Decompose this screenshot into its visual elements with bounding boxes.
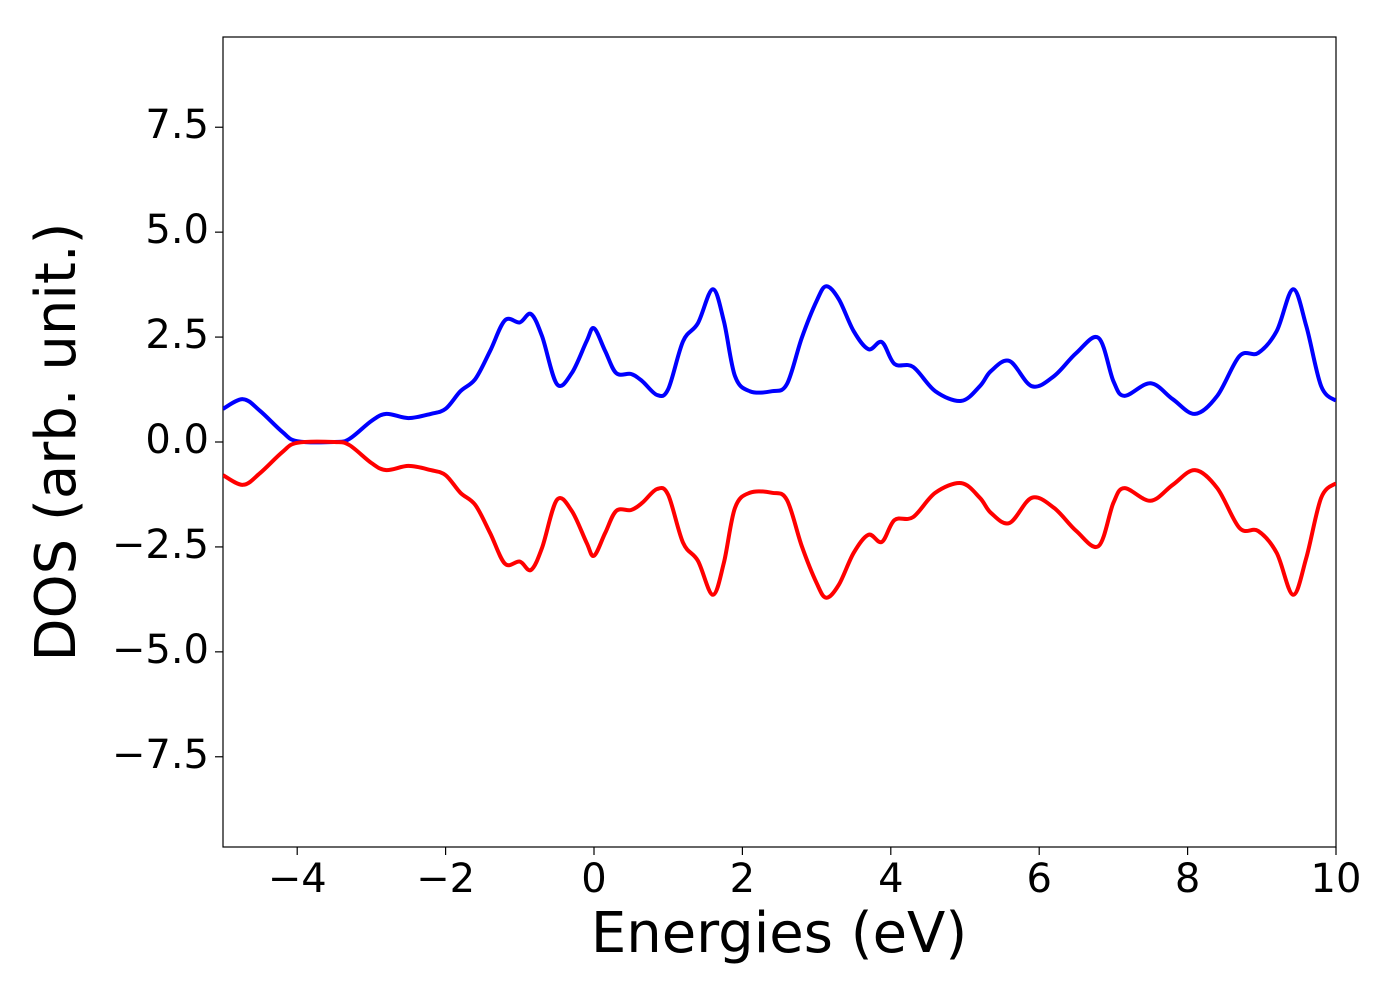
y-tick-label: 2.5 xyxy=(145,312,209,358)
y-tick-label: 5.0 xyxy=(145,207,209,253)
y-axis-label: DOS (arb. unit.) xyxy=(24,222,89,661)
dos-line xyxy=(223,439,1336,600)
y-tick-label: 0.0 xyxy=(145,417,209,463)
x-tick-label: 10 xyxy=(1311,856,1362,902)
x-tick-label: 2 xyxy=(730,856,755,902)
x-axis-label: Energies (eV) xyxy=(591,901,967,966)
x-tick-label: 8 xyxy=(1175,856,1200,902)
x-tick-label: 6 xyxy=(1026,856,1051,902)
x-tick-label: −2 xyxy=(416,856,475,902)
y-tick-label: 7.5 xyxy=(145,102,209,148)
x-tick-label: 0 xyxy=(581,856,606,902)
plot-frame xyxy=(222,36,1337,848)
dos-line xyxy=(223,284,1336,445)
x-tick-label: −4 xyxy=(268,856,327,902)
y-tick-label: −2.5 xyxy=(112,522,209,568)
y-tick-label: −5.0 xyxy=(112,627,209,673)
x-tick-label: 4 xyxy=(878,856,903,902)
y-tick-label: −7.5 xyxy=(112,732,209,778)
